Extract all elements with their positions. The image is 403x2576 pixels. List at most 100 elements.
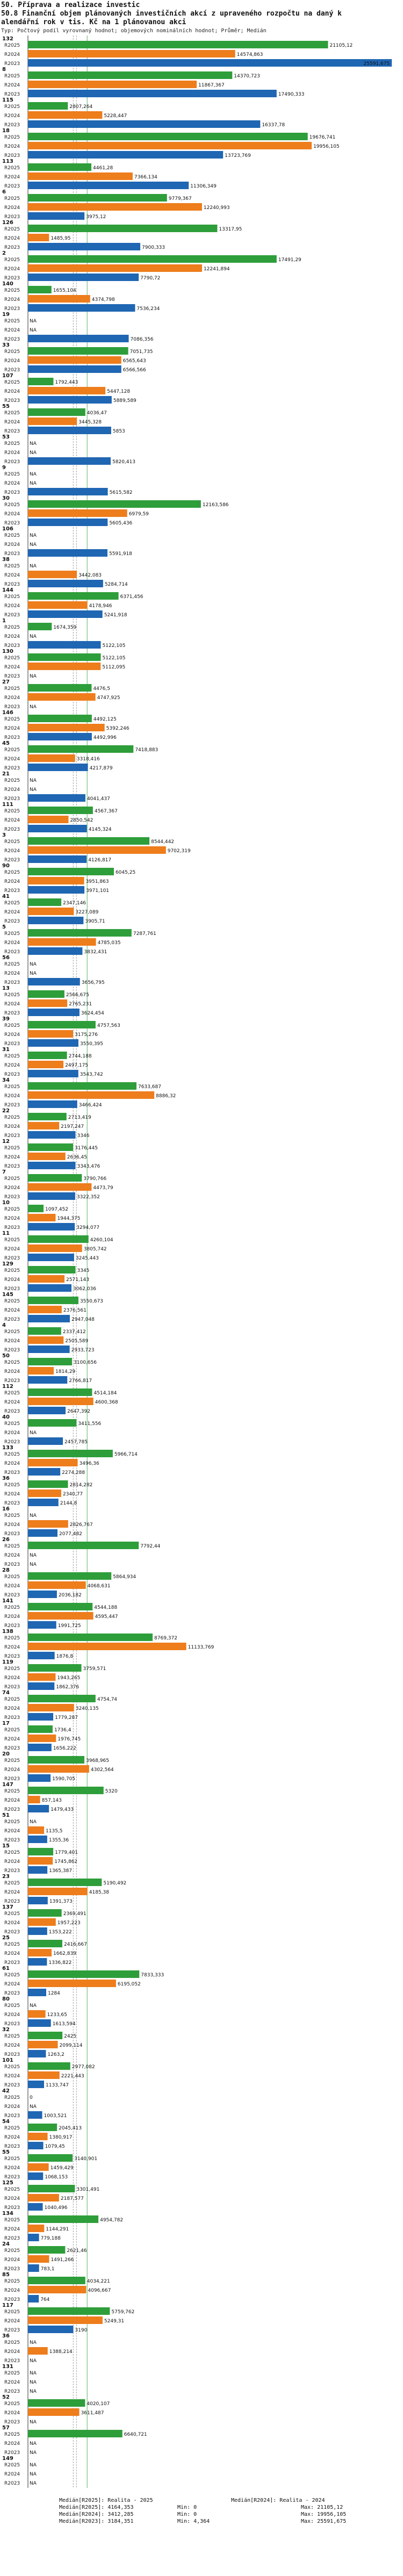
series-label: R2024 bbox=[4, 297, 20, 303]
series-label: R2025 bbox=[4, 257, 20, 263]
group-label: 45 bbox=[2, 740, 10, 746]
bar-value-label: 2647,392 bbox=[67, 1409, 90, 1414]
bar-value-label: 12241,894 bbox=[204, 267, 230, 272]
bar-value-label: 5320 bbox=[105, 1789, 118, 1794]
bar-R2023 bbox=[28, 1927, 47, 1935]
group-label: 50 bbox=[2, 1353, 10, 1359]
series-label: R2025 bbox=[4, 1452, 20, 1457]
bar-value-label: 2337,412 bbox=[63, 1329, 86, 1335]
series-label: R2024 bbox=[4, 573, 20, 578]
bar-value-label: 3062,036 bbox=[73, 1286, 96, 1292]
bar-value-label: NA bbox=[30, 542, 37, 548]
bar-value-label: 3190 bbox=[75, 2328, 87, 2333]
bar-value-label: 11867,367 bbox=[198, 83, 225, 88]
series-label: R2025 bbox=[4, 1881, 20, 1886]
bar-value-label: 4476,5 bbox=[93, 686, 110, 692]
group-label: 51 bbox=[2, 1812, 10, 1818]
series-label: R2023 bbox=[4, 1103, 20, 1108]
legend-entry: Max: 19956,105 bbox=[301, 2512, 347, 2517]
bar-R2024 bbox=[28, 1704, 74, 1711]
bar-value-label: 1779,401 bbox=[55, 1850, 78, 1855]
series-label: R2025 bbox=[4, 2279, 20, 2284]
bar-R2023 bbox=[28, 519, 108, 526]
series-label: R2025 bbox=[4, 288, 20, 293]
bar-value-label: 6566,566 bbox=[123, 368, 146, 373]
bar-value-label: 857,143 bbox=[42, 1798, 62, 1803]
bar-value-label: NA bbox=[30, 1819, 37, 1825]
bar-R2023 bbox=[28, 1958, 47, 1966]
series-label: R2024 bbox=[4, 1982, 20, 1987]
bar-value-label: 1662,839 bbox=[53, 1951, 76, 1956]
bar-R2023 bbox=[28, 1713, 54, 1721]
bar-value-label: 1233,65 bbox=[47, 2012, 67, 2018]
bar-R2024 bbox=[28, 2408, 80, 2416]
bar-R2023 bbox=[28, 1591, 57, 1598]
series-label: R2024 bbox=[4, 205, 20, 211]
series-label: R2024 bbox=[4, 1645, 20, 1650]
series-label: R2025 bbox=[4, 1329, 20, 1335]
group-label: 56 bbox=[2, 955, 10, 961]
series-label: R2025 bbox=[4, 1942, 20, 1947]
bar-R2024 bbox=[28, 1826, 45, 1834]
bar-R2024 bbox=[28, 1918, 56, 1926]
series-label: R2023 bbox=[4, 1930, 20, 1935]
bar-value-label: 4217,879 bbox=[90, 766, 113, 771]
bar-value-label: 6195,052 bbox=[118, 1982, 141, 1987]
series-label: R2023 bbox=[4, 398, 20, 404]
group-label: 57 bbox=[2, 2425, 10, 2431]
series-label: R2024 bbox=[4, 358, 20, 364]
bar-R2023 bbox=[28, 1162, 76, 1169]
bar-value-label: 7833,333 bbox=[141, 1973, 164, 1978]
series-label: R2023 bbox=[4, 1654, 20, 1659]
bar-value-label: NA bbox=[30, 450, 37, 456]
group-label: 23 bbox=[2, 1874, 10, 1880]
series-label: R2023 bbox=[4, 766, 20, 771]
series-label: R2024 bbox=[4, 1277, 20, 1283]
series-label: R2025 bbox=[4, 656, 20, 661]
bar-value-label: 1263,2 bbox=[47, 2052, 64, 2057]
bar-R2023 bbox=[28, 733, 92, 740]
series-label: R2024 bbox=[4, 2165, 20, 2171]
bar-R2024 bbox=[28, 877, 84, 884]
bar-R2025 bbox=[28, 1327, 61, 1335]
bar-R2025 bbox=[28, 898, 62, 906]
group-label: 74 bbox=[2, 1690, 10, 1696]
bar-value-label: 13723,769 bbox=[225, 153, 251, 159]
series-label: R2025 bbox=[4, 778, 20, 783]
bar-group: 17 R2025 1736,4 R2024 1976,745 R2023 1656,222 bbox=[2, 1721, 81, 1751]
series-label: R2023 bbox=[4, 1409, 20, 1414]
group-label: 33 bbox=[2, 342, 10, 348]
series-label: R2024 bbox=[4, 1890, 20, 1895]
series-label: R2025 bbox=[4, 104, 20, 110]
bar-R2023 bbox=[28, 59, 392, 67]
chart-subtitle-line-2: alendářní rok v tis. Kč na 1 plánovanou … bbox=[1, 18, 186, 26]
series-label: R2023 bbox=[4, 1195, 20, 1200]
bar-R2023 bbox=[28, 457, 111, 465]
series-label: R2024 bbox=[4, 2380, 20, 2385]
bar-R2025 bbox=[28, 1297, 78, 1304]
bar-value-label: 2045,413 bbox=[59, 2126, 82, 2131]
bar-R2025 bbox=[28, 1940, 62, 1947]
bar-R2024 bbox=[28, 1612, 93, 1620]
bar-R2023 bbox=[28, 1774, 51, 1782]
bar-value-label: 2744,188 bbox=[69, 1054, 92, 1059]
series-label: R2023 bbox=[4, 1133, 20, 1139]
bar-value-label: NA bbox=[30, 2104, 37, 2110]
series-label: R2023 bbox=[4, 368, 20, 373]
series-label: R2024 bbox=[4, 879, 20, 884]
series-label: R2024 bbox=[4, 1553, 20, 1558]
series-label: R2025 bbox=[4, 1054, 20, 1059]
